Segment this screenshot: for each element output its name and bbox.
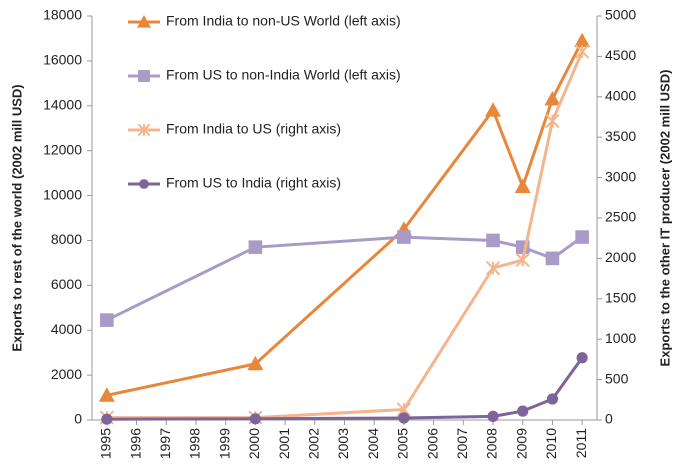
y-tick-label: 2000 (51, 366, 82, 382)
legend-text: From India to US (right axis) (166, 121, 341, 137)
marker (574, 32, 591, 48)
legend-text: From US to India (right axis) (166, 175, 341, 191)
y2-tick-label: 3000 (605, 168, 636, 184)
y-tick-label: 4000 (51, 321, 82, 337)
marker (576, 352, 588, 364)
marker (546, 393, 559, 405)
marker (575, 44, 590, 59)
x-tick-label: 1997 (157, 428, 173, 459)
x-tick-label: 1998 (187, 428, 203, 459)
y-tick-label: 6000 (51, 276, 82, 292)
series-line (106, 50, 584, 420)
y2-tick-label: 2000 (605, 249, 636, 265)
x-tick-label: 1996 (127, 428, 143, 459)
legend-marker (137, 15, 151, 28)
marker (485, 260, 501, 276)
x-tick-label: 1995 (98, 428, 114, 459)
marker (575, 230, 589, 244)
marker (487, 410, 499, 422)
marker (514, 178, 531, 193)
marker (545, 113, 560, 129)
marker (249, 413, 261, 425)
x-tick-label: 2004 (365, 428, 381, 459)
marker (398, 412, 410, 424)
x-tick-label: 2000 (246, 428, 262, 459)
y-tick-label: 0 (74, 411, 82, 427)
series-line (106, 356, 584, 421)
marker (101, 413, 113, 425)
x-tick-label: 2003 (335, 428, 351, 459)
legend-text: From US to non-India World (left axis) (166, 67, 401, 83)
x-tick-label: 2011 (573, 428, 589, 458)
marker (100, 313, 114, 327)
series-line (106, 235, 584, 322)
y2-tick-label: 5000 (605, 7, 636, 23)
y2-tick-label: 1000 (605, 330, 636, 346)
marker (517, 405, 529, 417)
y-tick-label: 10000 (43, 186, 82, 202)
legend-text: From India to non-US World (left axis) (166, 13, 401, 29)
y2-tick-label: 2500 (605, 209, 636, 225)
marker (545, 251, 560, 266)
x-tick-label: 1999 (216, 428, 232, 459)
y-tick-label: 14000 (43, 96, 82, 112)
y2-tick-label: 4000 (605, 88, 636, 104)
marker (98, 387, 115, 402)
marker (397, 230, 411, 244)
marker (544, 91, 561, 106)
series-line (106, 40, 584, 397)
y2-tick-label: 1500 (605, 290, 636, 306)
x-tick-label: 2005 (395, 428, 411, 459)
y2-tick-label: 0 (605, 411, 613, 427)
y-tick-label: 16000 (43, 52, 82, 68)
x-tick-label: 2008 (484, 428, 500, 459)
marker (247, 355, 264, 371)
marker (515, 252, 530, 268)
legend-marker (138, 70, 150, 82)
legend-marker (139, 179, 149, 189)
y-tick-label: 8000 (51, 231, 82, 247)
x-tick-label: 2002 (305, 428, 321, 459)
y-tick-label: 18000 (43, 7, 82, 23)
legend-marker (137, 123, 151, 137)
y2-tick-label: 4500 (605, 47, 636, 63)
x-tick-label: 2001 (276, 428, 292, 459)
marker (486, 233, 500, 248)
x-tick-label: 2009 (513, 428, 529, 459)
x-tick-label: 2010 (543, 428, 559, 459)
x-tick-label: 2006 (424, 428, 440, 459)
y2-axis-title: Exports to the other IT producer (2002 m… (657, 70, 672, 367)
y2-tick-label: 500 (605, 370, 629, 386)
y-axis-title: Exports to rest of the world (2002 mill … (9, 84, 24, 351)
marker (485, 102, 502, 117)
x-tick-label: 2007 (454, 428, 470, 459)
marker (248, 240, 263, 254)
y2-tick-label: 3500 (605, 128, 636, 144)
y-tick-label: 12000 (43, 141, 82, 157)
